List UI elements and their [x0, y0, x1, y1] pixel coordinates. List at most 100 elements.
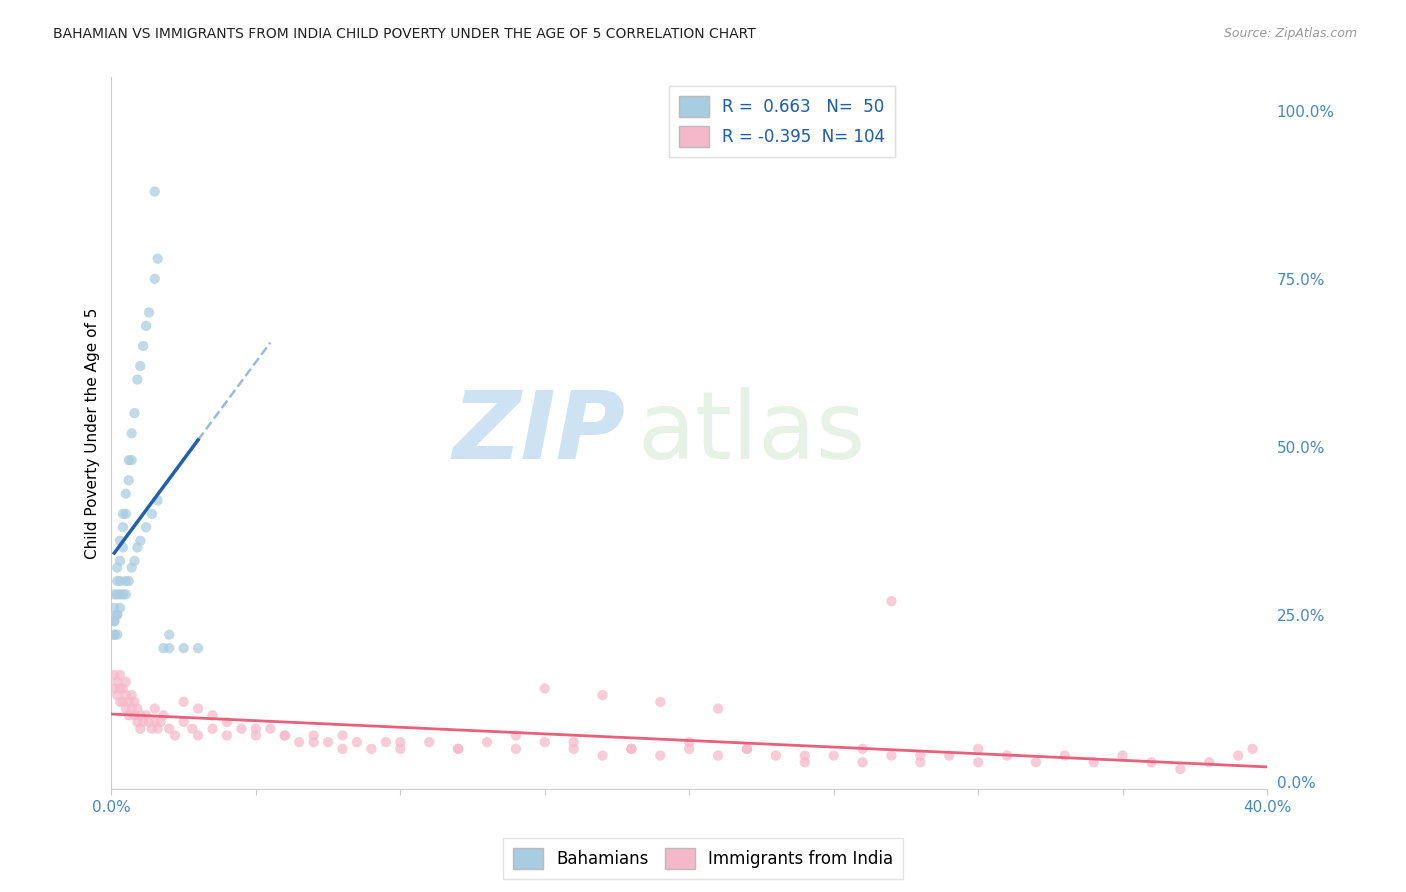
Point: [108, 574, 131, 588]
Point: [678, 742, 700, 756]
Point: [735, 742, 758, 756]
Point: [910, 748, 932, 763]
Point: [765, 748, 787, 763]
Point: [592, 748, 614, 763]
Point: [1198, 756, 1220, 770]
Point: [129, 708, 152, 723]
Point: [115, 486, 138, 500]
Point: [103, 615, 125, 629]
Text: BAHAMIAN VS IMMIGRANTS FROM INDIA CHILD POVERTY UNDER THE AGE OF 5 CORRELATION C: BAHAMIAN VS IMMIGRANTS FROM INDIA CHILD …: [53, 27, 756, 41]
Point: [135, 708, 157, 723]
Point: [138, 305, 160, 319]
Point: [103, 681, 125, 696]
Point: [143, 185, 166, 199]
Point: [143, 701, 166, 715]
Point: [108, 554, 131, 568]
Point: [851, 756, 873, 770]
Point: [288, 735, 311, 749]
Point: [121, 701, 143, 715]
Text: atlas: atlas: [637, 387, 866, 479]
Point: [173, 714, 195, 729]
Point: [302, 728, 325, 742]
Point: [245, 728, 267, 742]
Point: [447, 742, 470, 756]
Point: [105, 574, 128, 588]
Point: [823, 748, 845, 763]
Point: [108, 695, 131, 709]
Point: [157, 722, 180, 736]
Point: [231, 722, 253, 736]
Point: [187, 728, 209, 742]
Point: [127, 714, 149, 729]
Point: [103, 587, 125, 601]
Point: [108, 533, 131, 548]
Point: [1025, 756, 1047, 770]
Point: [1227, 748, 1250, 763]
Point: [115, 688, 138, 702]
Point: [793, 748, 815, 763]
Point: [360, 742, 382, 756]
Point: [143, 714, 166, 729]
Point: [505, 742, 527, 756]
Text: Source: ZipAtlas.com: Source: ZipAtlas.com: [1223, 27, 1357, 40]
Point: [620, 742, 643, 756]
Point: [157, 628, 180, 642]
Point: [880, 594, 903, 608]
Point: [146, 722, 169, 736]
Point: [111, 541, 134, 555]
Point: [215, 714, 238, 729]
Point: [533, 735, 555, 749]
Point: [129, 359, 152, 373]
Point: [1170, 762, 1192, 776]
Point: [129, 533, 152, 548]
Point: [127, 701, 149, 715]
Point: [103, 600, 125, 615]
Point: [105, 607, 128, 622]
Point: [274, 728, 297, 742]
Point: [187, 641, 209, 656]
Point: [938, 748, 960, 763]
Text: ZIP: ZIP: [453, 387, 626, 479]
Legend: R =  0.663   N=  50, R = -0.395  N= 104: R = 0.663 N= 50, R = -0.395 N= 104: [668, 86, 894, 157]
Point: [650, 748, 672, 763]
Point: [995, 748, 1018, 763]
Point: [187, 701, 209, 715]
Point: [111, 681, 134, 696]
Point: [620, 742, 643, 756]
Point: [118, 708, 141, 723]
Y-axis label: Child Poverty Under the Age of 5: Child Poverty Under the Age of 5: [86, 308, 100, 559]
Point: [124, 406, 146, 420]
Point: [201, 722, 224, 736]
Point: [103, 628, 125, 642]
Point: [146, 493, 169, 508]
Point: [135, 318, 157, 333]
Point: [316, 735, 339, 749]
Point: [332, 742, 354, 756]
Point: [121, 426, 143, 441]
Point: [115, 674, 138, 689]
Point: [118, 473, 141, 487]
Point: [135, 520, 157, 534]
Point: [173, 695, 195, 709]
Point: [124, 695, 146, 709]
Point: [108, 681, 131, 696]
Point: [245, 722, 267, 736]
Point: [880, 748, 903, 763]
Point: [851, 742, 873, 756]
Point: [108, 668, 131, 682]
Point: [967, 742, 990, 756]
Point: [447, 742, 470, 756]
Point: [108, 587, 131, 601]
Point: [215, 728, 238, 742]
Point: [105, 628, 128, 642]
Point: [118, 453, 141, 467]
Point: [132, 714, 155, 729]
Point: [389, 735, 412, 749]
Point: [111, 695, 134, 709]
Point: [505, 728, 527, 742]
Point: [132, 339, 155, 353]
Point: [105, 607, 128, 622]
Point: [332, 728, 354, 742]
Point: [118, 695, 141, 709]
Point: [910, 756, 932, 770]
